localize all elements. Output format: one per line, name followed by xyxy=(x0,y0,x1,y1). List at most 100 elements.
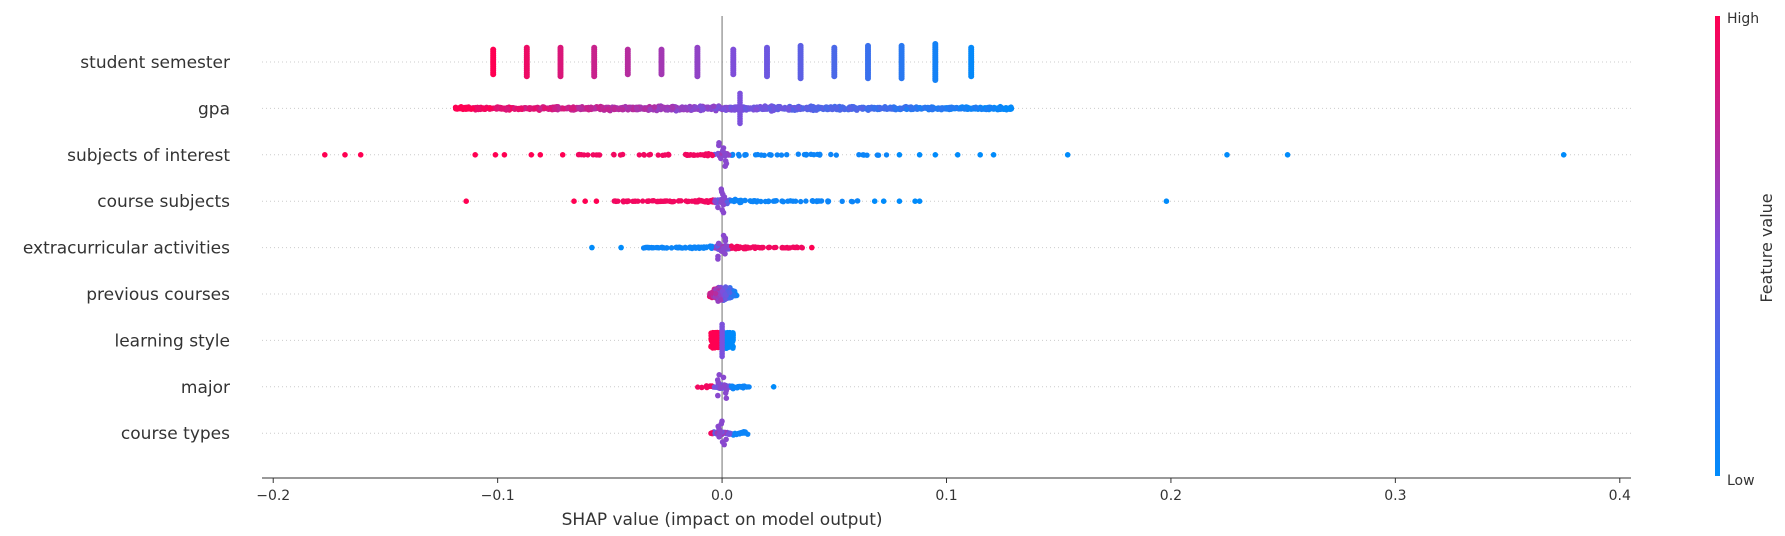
shap-point-course-subjects xyxy=(712,198,718,205)
shap-point-subjects-of-interest xyxy=(559,152,566,158)
shap-point-gpa xyxy=(474,105,481,111)
shap-point-course-subjects xyxy=(715,204,721,211)
shap-point-extracurricular-activities xyxy=(766,244,773,250)
shap-point-gpa xyxy=(682,106,689,112)
shap-point-extracurricular-activities xyxy=(690,245,697,251)
x-tick-label: −0.2 xyxy=(256,488,290,504)
shap-point-gpa xyxy=(997,105,1004,112)
colorbar-high-label: High xyxy=(1727,11,1759,27)
shap-point-extracurricular-activities xyxy=(663,245,670,251)
shap-point-gpa xyxy=(878,105,885,112)
shap-point-student-semester xyxy=(898,75,905,82)
shap-point-extracurricular-activities xyxy=(785,245,792,251)
colorbar-low-label: Low xyxy=(1727,473,1755,489)
shap-point-gpa xyxy=(775,103,781,110)
shap-point-course-subjects xyxy=(772,198,779,204)
shap-point-gpa xyxy=(453,104,459,111)
shap-point-student-semester xyxy=(797,75,804,82)
x-axis: −0.2 −0.1 0.0 0.1 0.2 0.3 0.4 SHAP value (impac… xyxy=(256,477,1631,530)
shap-point-major xyxy=(744,384,750,390)
shap-point-gpa xyxy=(983,106,990,113)
shap-point-course-subjects xyxy=(644,198,651,204)
shap-point-gpa xyxy=(542,105,548,111)
shap-point-gpa xyxy=(961,105,968,112)
shap-point-gpa xyxy=(762,106,768,112)
shap-point-student-semester xyxy=(764,73,770,80)
shap-point-previous-courses xyxy=(718,297,724,303)
x-axis-title: SHAP value (impact on model output) xyxy=(562,510,883,530)
shap-point-course-subjects xyxy=(839,198,845,204)
shap-point-gpa xyxy=(619,106,626,113)
data-points xyxy=(322,41,1567,448)
shap-point-subjects-of-interest xyxy=(990,152,997,158)
shap-point-subjects-of-interest xyxy=(784,152,790,158)
shap-point-subjects-of-interest xyxy=(742,152,748,158)
shap-point-subjects-of-interest xyxy=(778,152,785,158)
shap-point-subjects-of-interest xyxy=(1224,152,1230,158)
shap-point-subjects-of-interest xyxy=(774,152,780,158)
shap-point-course-subjects xyxy=(675,198,682,204)
shap-point-subjects-of-interest xyxy=(856,152,862,158)
shap-point-extracurricular-activities xyxy=(715,256,721,262)
x-tick-label: 0.3 xyxy=(1384,488,1406,504)
shap-point-gpa xyxy=(973,104,979,111)
shap-point-subjects-of-interest xyxy=(585,152,591,158)
shap-point-gpa xyxy=(642,106,649,112)
shap-point-learning-style xyxy=(709,345,716,351)
shap-point-student-semester xyxy=(865,75,871,82)
shap-point-gpa xyxy=(692,104,699,110)
shap-point-major xyxy=(738,384,744,390)
shap-point-major xyxy=(715,379,722,386)
x-tick-label: −0.1 xyxy=(481,488,515,504)
shap-point-previous-courses xyxy=(726,289,733,296)
shap-point-course-subjects xyxy=(620,198,626,204)
shap-point-subjects-of-interest xyxy=(660,152,666,158)
shap-point-learning-style xyxy=(728,337,735,344)
shap-point-gpa xyxy=(576,104,582,111)
colorbar: High Low Feature value xyxy=(1715,11,1776,489)
shap-point-gpa xyxy=(700,106,706,112)
shap-point-extracurricular-activities xyxy=(668,245,675,251)
shap-point-course-subjects xyxy=(916,198,923,204)
shap-point-gpa xyxy=(487,105,493,111)
shap-point-extracurricular-activities xyxy=(722,251,728,257)
feature-labels: student semester gpa subjects of interest c… xyxy=(23,53,230,444)
shap-point-gpa xyxy=(457,105,464,112)
shap-point-subjects-of-interest xyxy=(795,151,801,157)
shap-point-subjects-of-interest xyxy=(861,152,867,158)
shap-point-gpa xyxy=(715,104,721,110)
shap-point-course-subjects xyxy=(816,198,822,204)
shap-point-subjects-of-interest xyxy=(932,152,939,158)
shap-point-course-subjects xyxy=(854,198,860,204)
shap-point-course-subjects xyxy=(700,198,706,204)
shap-point-gpa xyxy=(611,105,617,112)
shap-point-subjects-of-interest xyxy=(492,152,499,158)
shap-point-course-subjects xyxy=(635,198,641,204)
shap-point-course-subjects xyxy=(728,198,735,204)
feature-label-subjects-of-interest: subjects of interest xyxy=(67,146,230,166)
shap-point-course-subjects xyxy=(693,198,699,204)
shap-point-gpa xyxy=(804,105,811,111)
shap-point-gpa xyxy=(659,105,666,111)
shap-point-subjects-of-interest xyxy=(977,152,983,158)
shap-point-subjects-of-interest xyxy=(875,152,882,158)
shap-point-gpa xyxy=(552,106,558,112)
shap-point-subjects-of-interest xyxy=(636,152,642,158)
shap-point-subjects-of-interest xyxy=(596,152,603,158)
shap-point-major xyxy=(720,374,727,381)
shap-point-course-subjects xyxy=(787,198,794,204)
shap-point-gpa xyxy=(813,105,820,112)
shap-point-subjects-of-interest xyxy=(528,152,535,158)
shap-point-gpa xyxy=(828,105,835,112)
shap-point-gpa xyxy=(588,104,594,111)
shap-point-gpa xyxy=(867,105,873,112)
shap-point-extracurricular-activities xyxy=(728,243,735,249)
shap-point-major xyxy=(717,385,724,391)
shap-point-major xyxy=(695,384,701,390)
shap-point-student-semester xyxy=(831,73,838,80)
shap-point-course-subjects xyxy=(640,198,646,204)
shap-point-extracurricular-activities xyxy=(809,244,815,251)
shap-point-subjects-of-interest xyxy=(687,152,694,158)
shap-point-subjects-of-interest xyxy=(735,151,742,158)
shap-point-subjects-of-interest xyxy=(322,152,328,158)
